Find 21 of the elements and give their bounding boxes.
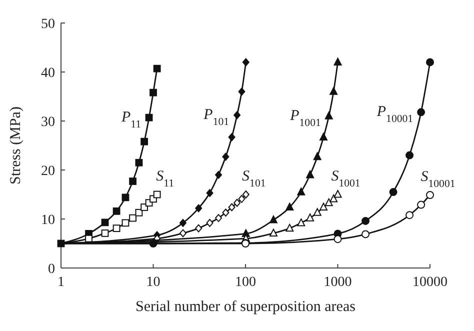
series-label: P$_{10001}$ [376,104,414,126]
series-label: S$_{1001}$ [331,168,360,190]
y-tick-label: 30 [41,115,55,130]
series-label: S$_{10001}$ [420,168,456,190]
y-tick-label: 0 [48,262,55,277]
y-tick-label: 20 [41,164,55,179]
x-axis-title: Serial number of superposition areas [136,299,356,315]
x-tick-label: 10000 [412,275,448,290]
series-label: S$_{11}$ [156,168,174,190]
x-tick-label: 100 [235,275,256,290]
x-tick-label: 1 [58,275,64,290]
series-label: P$_{11}$ [120,110,142,131]
series-label: S$_{101}$ [242,168,266,190]
series-label: P$_{1001}$ [289,108,321,130]
series-label: P$_{101}$ [202,107,230,128]
y-tick-label: 40 [41,66,55,81]
x-tick-label: 10 [146,275,160,290]
x-tick-label: 1000 [324,275,352,290]
y-tick-label: 10 [41,213,55,228]
y-axis-title: Stress (MPa) [8,106,24,184]
y-tick-label: 50 [41,17,55,32]
